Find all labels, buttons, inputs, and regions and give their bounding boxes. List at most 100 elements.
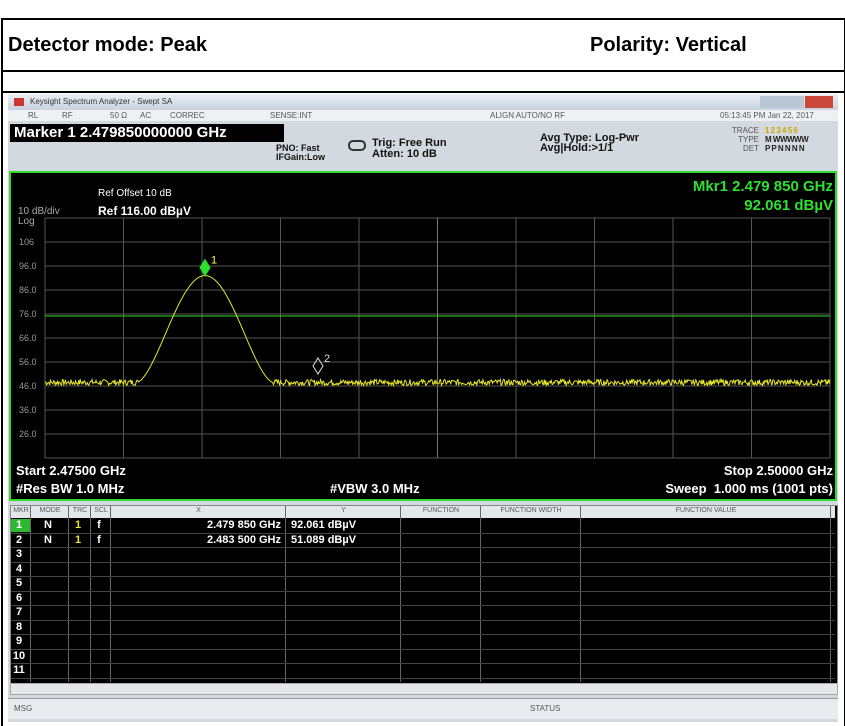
trace-value: P P N N N N <box>765 144 805 153</box>
table-cell: 1 <box>74 519 82 531</box>
y-label: 26.0 <box>19 429 37 439</box>
scrollbar[interactable] <box>10 683 838 695</box>
table-cell: f <box>97 533 101 546</box>
status-item: 05:13:45 PM Jan 22, 2017 <box>720 111 814 120</box>
polarity: Polarity: Vertical <box>590 34 747 56</box>
sweep: Sweep 1.000 ms (1001 pts) <box>665 481 833 496</box>
row-sep <box>11 634 835 635</box>
row-sep <box>11 532 835 534</box>
setting: IFGain:Low <box>276 152 325 162</box>
y-label: 96.0 <box>19 261 37 271</box>
trace-label: DET <box>743 144 759 153</box>
row-sep <box>11 605 835 606</box>
marker-readout: Marker 1 2.479850000000 GHz <box>10 124 284 142</box>
marker-table <box>10 505 838 684</box>
status: STATUS <box>530 704 561 713</box>
col-sep <box>400 506 401 682</box>
divider <box>1 91 844 93</box>
col-sep <box>68 506 69 682</box>
ref-offset: Ref Offset 10 dB <box>98 188 172 199</box>
setting: Avg|Hold:>1/1 <box>540 142 614 154</box>
msg: MSG <box>14 704 33 713</box>
table-cell: N <box>44 533 52 546</box>
table-header: X <box>196 507 201 514</box>
col-sep <box>580 506 581 682</box>
window-min[interactable] <box>760 96 804 108</box>
status-item: CORREC <box>170 111 205 120</box>
y-label: 46.0 <box>19 381 37 391</box>
status-item: RL <box>28 111 39 120</box>
col-sep <box>110 506 111 682</box>
y-label: 86.0 <box>19 285 37 295</box>
col-sep <box>90 506 91 682</box>
table-cell: 5 <box>15 577 23 589</box>
status-item: SENSE:INT <box>270 111 313 120</box>
table-header: SCL <box>94 507 108 514</box>
marker-diamond <box>312 357 324 375</box>
table-cell: 51.089 dBµV <box>291 533 357 546</box>
table-header: FUNCTION VALUE <box>675 507 737 514</box>
table-cell: 8 <box>15 620 23 633</box>
y-label: 36.0 <box>19 405 37 415</box>
table-cell: 9 <box>15 635 23 647</box>
detector-mode: Detector mode: Peak <box>8 34 207 56</box>
row-sep <box>11 547 835 548</box>
status-item: 50 Ω <box>110 111 128 120</box>
msg-bar <box>8 698 838 719</box>
table-header: TRC <box>72 507 88 514</box>
y-label: 106 <box>19 237 34 247</box>
table-cell: N <box>44 519 52 531</box>
ref-level: Ref 116.00 dBµV <box>98 204 191 218</box>
app-icon <box>14 98 24 106</box>
stop-freq: Stop 2.50000 GHz <box>723 463 833 478</box>
status-item: AC <box>140 111 152 120</box>
y-label: 56.0 <box>19 357 37 367</box>
display-bg <box>9 171 837 501</box>
table-cell: 4 <box>15 562 23 575</box>
marker-level: 92.061 dBµV <box>744 197 833 214</box>
display: 106 96.0 86.0 76.0 66.0 56.0 46.0 36.0 26.0 1 2 <box>9 171 837 501</box>
trace-value: M WWWWW <box>765 135 809 144</box>
y-label: 76.0 <box>19 309 37 319</box>
table-cell: 92.061 dBµV <box>291 519 357 531</box>
row-highlight <box>11 519 30 532</box>
table-cell: 6 <box>15 591 23 604</box>
setting: Atten: 10 dB <box>372 148 437 160</box>
rbw: #Res BW 1.0 MHz <box>16 481 125 496</box>
row-sep <box>11 677 835 679</box>
status-item: RF <box>62 111 73 120</box>
marker-diamond <box>199 258 211 277</box>
table-cell: 11 <box>13 664 25 676</box>
table-cell: 1 <box>74 533 82 546</box>
col-sep <box>480 506 481 682</box>
table-header: FUNCTION <box>422 507 460 514</box>
divider <box>1 70 844 72</box>
window-close[interactable] <box>805 96 833 108</box>
table-cell: 10 <box>12 649 26 662</box>
marker-number: 1 <box>211 255 217 267</box>
row-sep <box>11 561 835 563</box>
scale: 10 dB/div <box>18 206 60 217</box>
marker-number: 2 <box>324 353 330 365</box>
setting: PNO: Fast <box>276 143 320 153</box>
table-header-bg <box>11 506 835 518</box>
row-sep <box>11 619 835 621</box>
title-bar <box>8 94 838 110</box>
row-sep <box>11 590 835 592</box>
window-title: Keysight Spectrum Analyzer - Swept SA <box>30 97 173 106</box>
status-item: ALIGN AUTO/NO RF <box>490 111 565 120</box>
table-header: MKR <box>13 507 29 514</box>
setting: Avg Type: Log-Pwr <box>540 132 639 144</box>
row-sep <box>11 576 835 577</box>
scale-type: Log <box>18 216 35 227</box>
status-strip <box>8 110 838 121</box>
trace-label: TYPE <box>738 135 759 144</box>
table-cell: 7 <box>15 606 23 618</box>
table-cell: 1 <box>15 519 23 531</box>
loop-icon <box>348 140 366 151</box>
table-header: FUNCTION WIDTH <box>500 507 562 514</box>
col-sep <box>830 506 831 682</box>
trace <box>44 275 831 388</box>
table-cell: 2.483 500 GHz <box>207 533 281 546</box>
trace-label: TRACE <box>731 126 759 135</box>
